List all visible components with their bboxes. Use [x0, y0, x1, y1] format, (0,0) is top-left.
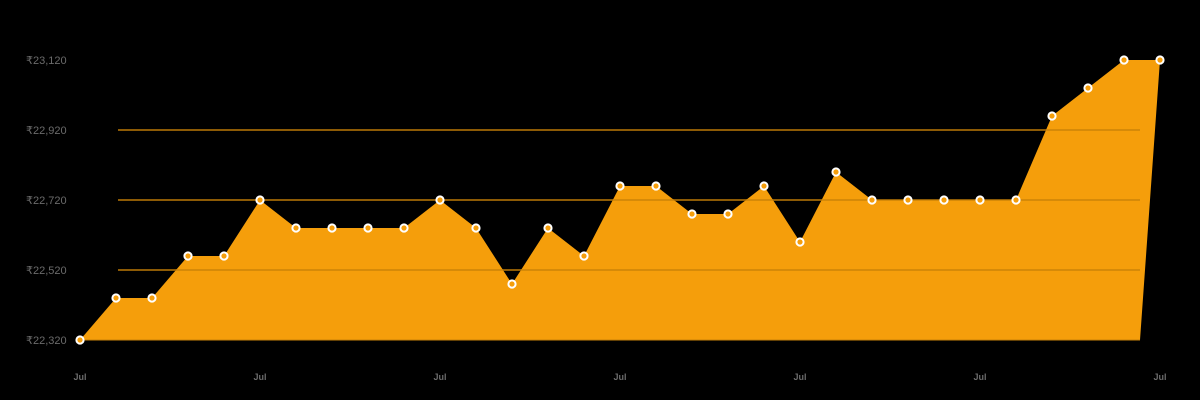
x-tick-label: Jul — [973, 372, 986, 382]
x-tick-label: Jul — [793, 372, 806, 382]
y-tick-label: ₹22,920 — [26, 125, 67, 137]
data-point-marker[interactable] — [975, 195, 985, 205]
data-point-marker[interactable] — [579, 251, 589, 261]
data-point-marker[interactable] — [1047, 111, 1057, 121]
data-point-marker[interactable] — [867, 195, 877, 205]
data-point-marker[interactable] — [219, 251, 229, 261]
gridlines — [80, 129, 1140, 341]
x-tick-label: Jul — [613, 372, 626, 382]
y-tick-label: ₹22,520 — [26, 265, 67, 277]
y-tick-label: ₹22,320 — [26, 335, 67, 347]
data-point-marker[interactable] — [399, 223, 409, 233]
data-point-marker[interactable] — [939, 195, 949, 205]
data-point-marker[interactable] — [1155, 55, 1165, 65]
data-point-marker[interactable] — [723, 209, 733, 219]
data-point-marker[interactable] — [435, 195, 445, 205]
data-point-marker[interactable] — [543, 223, 553, 233]
data-point-marker[interactable] — [255, 195, 265, 205]
y-tick-label: ₹23,120 — [26, 55, 67, 67]
x-tick-label: Jul — [433, 372, 446, 382]
data-point-marker[interactable] — [291, 223, 301, 233]
data-point-marker[interactable] — [111, 293, 121, 303]
x-tick-label: Jul — [73, 372, 86, 382]
y-tick-label: ₹22,720 — [26, 195, 67, 207]
data-point-marker[interactable] — [507, 279, 517, 289]
data-point-marker[interactable] — [1011, 195, 1021, 205]
y-axis: ₹22,320 ₹22,520 ₹22,720 ₹22,920 ₹23,120 — [26, 55, 67, 347]
data-point-marker[interactable] — [147, 293, 157, 303]
data-point-marker[interactable] — [363, 223, 373, 233]
x-axis: Jul Jul Jul Jul Jul Jul Jul — [73, 372, 1166, 382]
x-tick-label: Jul — [1153, 372, 1166, 382]
data-point-marker[interactable] — [183, 251, 193, 261]
data-point-marker[interactable] — [615, 181, 625, 191]
data-point-marker[interactable] — [75, 335, 85, 345]
data-points — [75, 55, 1165, 345]
x-tick-label: Jul — [253, 372, 266, 382]
data-point-marker[interactable] — [831, 167, 841, 177]
data-point-marker[interactable] — [471, 223, 481, 233]
data-point-marker[interactable] — [1083, 83, 1093, 93]
data-point-marker[interactable] — [903, 195, 913, 205]
data-point-marker[interactable] — [759, 181, 769, 191]
data-point-marker[interactable] — [327, 223, 337, 233]
data-point-marker[interactable] — [687, 209, 697, 219]
data-point-marker[interactable] — [651, 181, 661, 191]
data-point-marker[interactable] — [795, 237, 805, 247]
data-point-marker[interactable] — [1119, 55, 1129, 65]
